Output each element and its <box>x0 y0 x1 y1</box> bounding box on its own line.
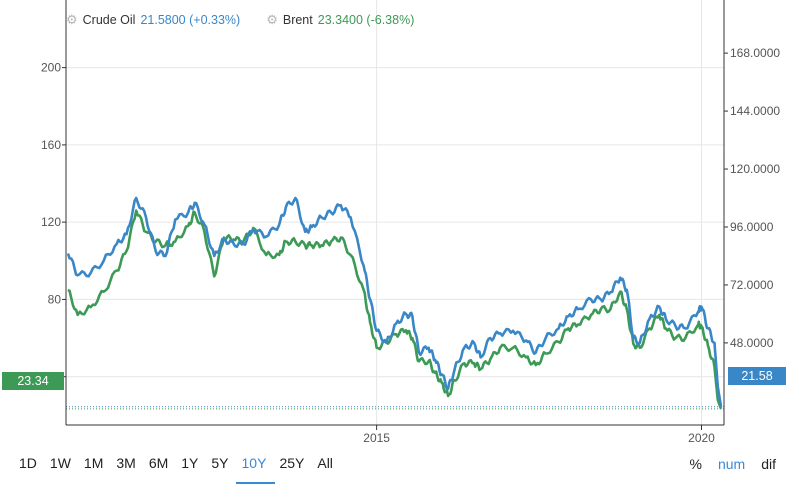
range-button-6m[interactable]: 6M <box>148 455 169 471</box>
crude-last-value-badge: 21.58 <box>728 367 786 385</box>
range-button-all[interactable]: All <box>317 455 333 471</box>
gear-icon[interactable]: ⚙ <box>266 12 278 27</box>
range-button-3m[interactable]: 3M <box>116 455 136 471</box>
gear-icon[interactable]: ⚙ <box>66 12 78 27</box>
mode-button-dif[interactable]: dif <box>761 456 776 472</box>
crude-oil-series-line <box>66 196 723 407</box>
brent-last-value-badge: 23.34 <box>2 372 64 390</box>
legend: ⚙ Crude Oil 21.5800 (+0.33%) ⚙ Brent 23.… <box>66 12 414 28</box>
legend-item-brent[interactable]: ⚙ Brent 23.3400 (-6.38%) <box>266 12 414 28</box>
legend-item-crude[interactable]: ⚙ Crude Oil 21.5800 (+0.33%) <box>66 12 240 28</box>
brent-series-line <box>67 209 723 410</box>
legend-crude-name: Crude Oil <box>82 13 136 27</box>
mode-button-num[interactable]: num <box>717 456 746 472</box>
range-button-1m[interactable]: 1M <box>83 455 104 471</box>
right-tick-label: 72.0000 <box>730 278 774 292</box>
right-tick-label: 96.0000 <box>730 220 774 234</box>
legend-crude-value: 21.5800 (+0.33%) <box>140 13 241 27</box>
left-tick-label: 120 <box>41 215 61 229</box>
range-button-1d[interactable]: 1D <box>19 455 37 471</box>
range-button-25y[interactable]: 25Y <box>279 455 305 471</box>
range-selector: 1D 1W 1M 3M 6M 1Y 5Y 10Y 25Y All <box>19 455 346 484</box>
series-lines <box>66 196 723 410</box>
left-tick-label: 80 <box>48 292 62 306</box>
right-tick-label: 144.0000 <box>730 104 780 118</box>
range-button-1y[interactable]: 1Y <box>181 455 199 471</box>
right-tick-label: 48.0000 <box>730 336 774 350</box>
x-tick-label: 2020 <box>688 431 715 445</box>
range-button-5y[interactable]: 5Y <box>211 455 229 471</box>
left-tick-label: 160 <box>41 138 61 152</box>
mode-button-percent[interactable]: % <box>689 456 702 472</box>
mode-selector: % num dif <box>690 456 776 472</box>
left-tick-label: 200 <box>41 61 61 75</box>
tick-labels: 408012016020048.000072.000096.0000120.00… <box>41 46 780 445</box>
axes <box>62 0 728 430</box>
right-tick-label: 168.0000 <box>730 46 780 60</box>
right-tick-label: 120.0000 <box>730 162 780 176</box>
legend-brent-name: Brent <box>282 13 313 27</box>
range-button-10y[interactable]: 10Y <box>235 455 276 484</box>
range-button-1w[interactable]: 1W <box>49 455 71 471</box>
legend-brent-value: 23.3400 (-6.38%) <box>317 13 415 27</box>
x-tick-label: 2015 <box>363 431 390 445</box>
grid-lines <box>66 0 724 425</box>
